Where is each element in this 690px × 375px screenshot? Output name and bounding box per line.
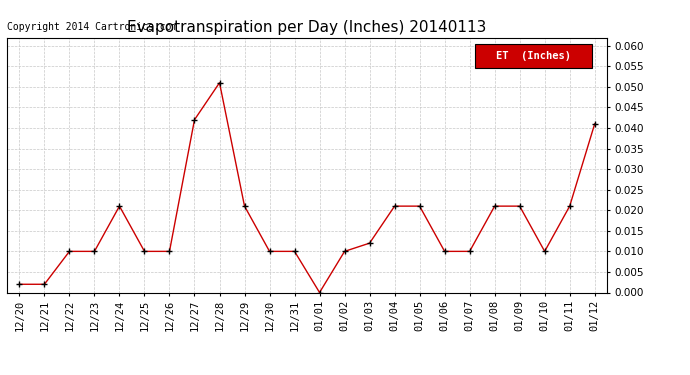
Text: ET  (Inches): ET (Inches) bbox=[497, 51, 571, 61]
FancyBboxPatch shape bbox=[475, 44, 592, 68]
Text: Copyright 2014 Cartronics.com: Copyright 2014 Cartronics.com bbox=[7, 22, 177, 32]
Title: Evapotranspiration per Day (Inches) 20140113: Evapotranspiration per Day (Inches) 2014… bbox=[128, 20, 486, 35]
